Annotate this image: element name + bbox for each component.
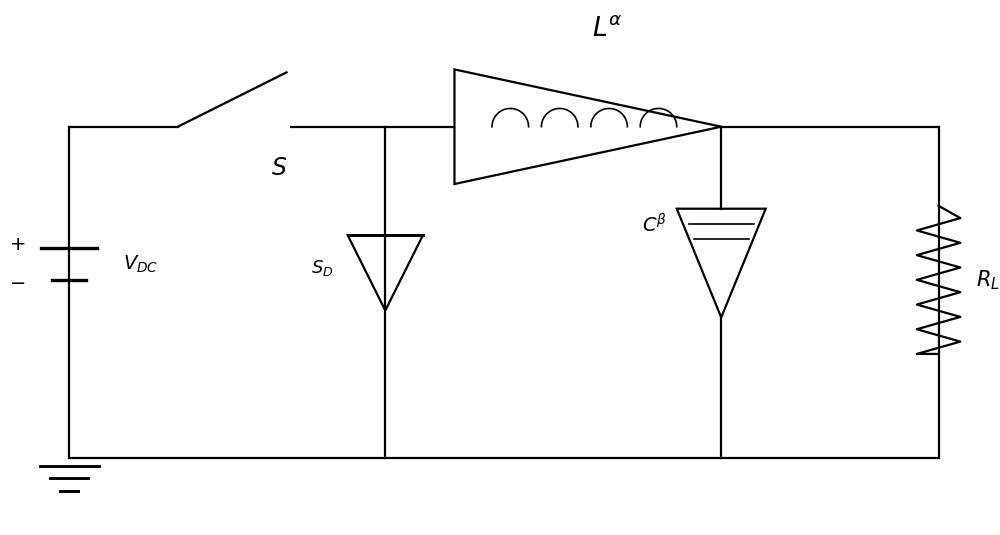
Text: $R_L$: $R_L$: [976, 268, 1000, 292]
Text: $V_{DC}$: $V_{DC}$: [123, 254, 159, 274]
Text: $L^{\alpha}$: $L^{\alpha}$: [592, 16, 623, 42]
Text: $S_D$: $S_D$: [311, 258, 334, 278]
Text: $C^{\beta}$: $C^{\beta}$: [642, 213, 667, 236]
Text: −: −: [10, 274, 26, 293]
Text: S: S: [272, 156, 287, 180]
Text: +: +: [10, 235, 26, 254]
